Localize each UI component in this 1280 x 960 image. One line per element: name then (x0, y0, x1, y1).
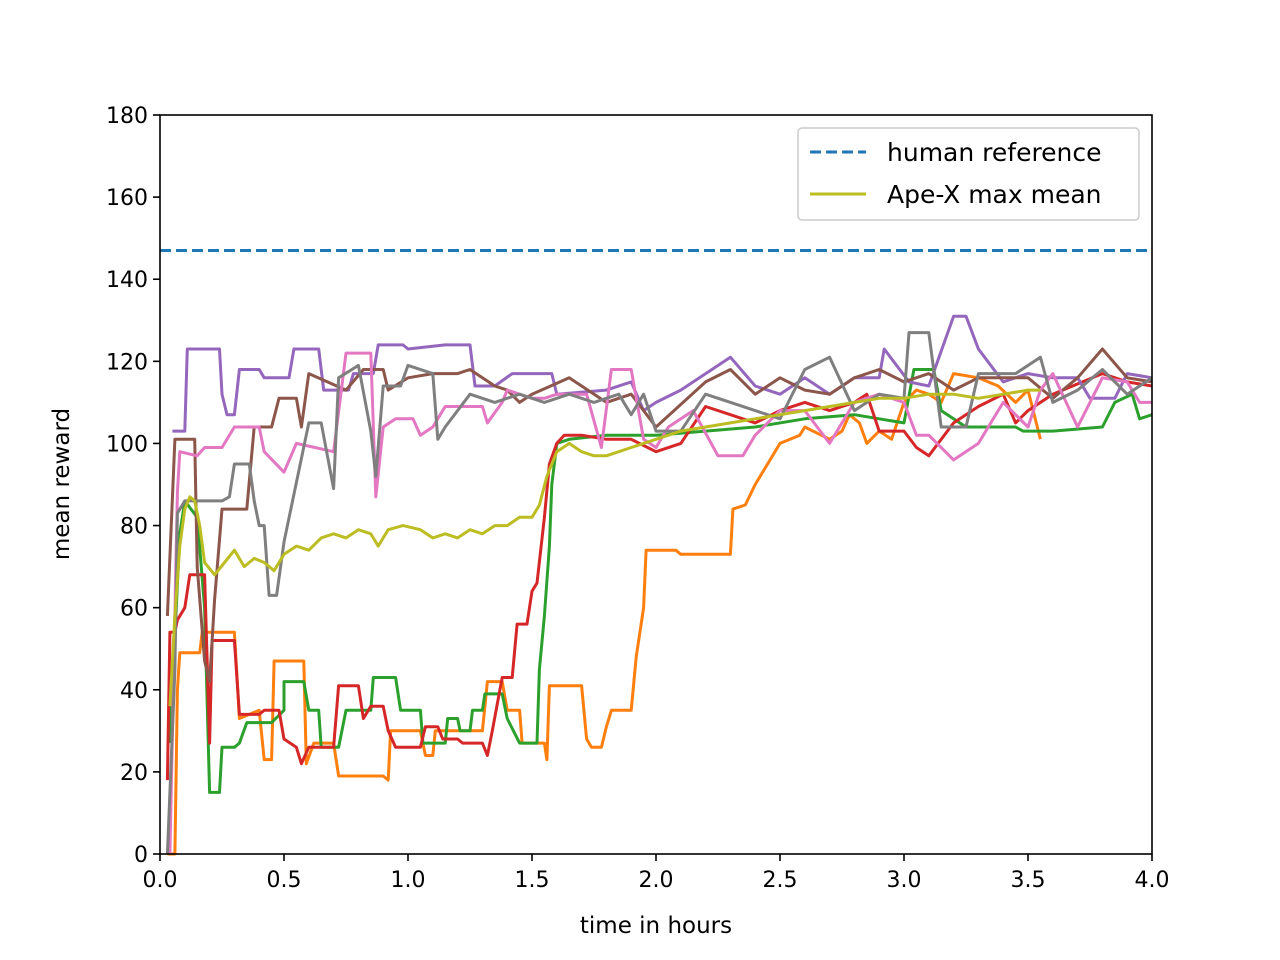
x-tick-label: 2.5 (763, 868, 798, 893)
x-axis-label: time in hours (580, 913, 732, 939)
legend-box (797, 127, 1140, 221)
x-tick-label: 3.0 (887, 868, 922, 893)
y-tick-label: 20 (120, 761, 148, 786)
y-tick-label: 60 (120, 597, 148, 622)
y-tick-label: 40 (120, 679, 148, 704)
series-line-7 (165, 331, 1153, 855)
y-tick-label: 180 (106, 104, 148, 129)
series-line-2 (168, 368, 1153, 794)
y-tick-label: 140 (106, 268, 148, 293)
y-tick-label: 120 (106, 350, 148, 375)
x-tick-label: 1.5 (515, 868, 550, 893)
y-axis: 0 20 40 60 80 100 120 140 160 180 (106, 104, 160, 868)
x-tick-label: 3.5 (1011, 868, 1046, 893)
x-axis: 0.0 0.5 1.0 1.5 2.0 2.5 3.0 3.5 4.0 (143, 854, 1170, 893)
series-line-1 (167, 372, 1042, 856)
legend: human reference Ape-X max mean (797, 127, 1140, 221)
x-tick-label: 2.0 (639, 868, 674, 893)
y-tick-label: 160 (106, 186, 148, 211)
y-tick-label: 0 (134, 843, 148, 868)
series-line-8 (168, 388, 1041, 707)
series-line-6 (168, 351, 1152, 855)
legend-apex-label: Ape-X max mean (887, 180, 1102, 209)
x-tick-label: 1.0 (391, 868, 426, 893)
x-tick-label: 0.5 (267, 868, 302, 893)
plot-frame (159, 114, 1153, 855)
y-tick-label: 100 (106, 432, 148, 457)
legend-human-reference-label: human reference (887, 138, 1102, 167)
y-tick-label: 80 (120, 515, 148, 540)
y-axis-label: mean reward (49, 408, 75, 560)
x-tick-label: 4.0 (1135, 868, 1170, 893)
series-line-3 (165, 372, 1153, 781)
plot-lines (160, 248, 1153, 856)
x-tick-label: 0.0 (143, 868, 178, 893)
